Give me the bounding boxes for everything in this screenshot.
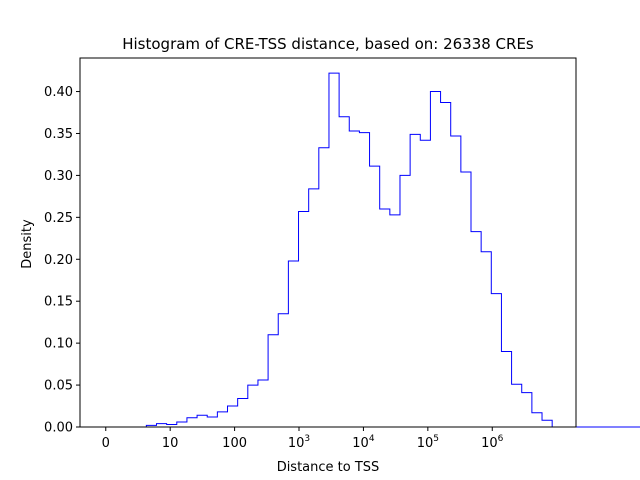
y-tick-label: 0.20: [44, 253, 73, 268]
y-tick-label: 0.40: [44, 85, 73, 100]
x-tick-label: 103: [288, 434, 310, 451]
x-tick-label: 0: [102, 436, 110, 451]
x-tick-label: 10: [162, 436, 179, 451]
y-tick-label: 0.15: [44, 295, 73, 310]
y-tick-label: 0.30: [44, 169, 73, 184]
y-axis-ticks: 0.00 0.05 0.10 0.15 0.20 0.25 0.30 0.35 0.40: [44, 85, 80, 436]
y-tick-label: 0.25: [44, 211, 73, 226]
y-tick-label: 0.35: [44, 127, 73, 142]
y-axis-label: Density: [20, 219, 35, 269]
x-tick-label: 106: [481, 434, 504, 451]
x-tick-label: 104: [352, 434, 375, 451]
plot-area: [105, 72, 640, 428]
x-tick-label: 100: [222, 436, 247, 451]
y-tick-label: 0.00: [44, 421, 73, 436]
x-axis-label: Distance to TSS: [277, 460, 380, 475]
histogram-step-line: [105, 72, 640, 428]
plot-frame: [79, 57, 577, 428]
y-tick-label: 0.05: [44, 379, 73, 394]
x-axis-ticks: 0 10 100 103 104 105 106: [102, 427, 504, 451]
y-tick-label: 0.10: [44, 337, 73, 352]
x-tick-label: 105: [417, 434, 439, 451]
chart-title: Histogram of CRE-TSS distance, based on:…: [122, 35, 534, 53]
